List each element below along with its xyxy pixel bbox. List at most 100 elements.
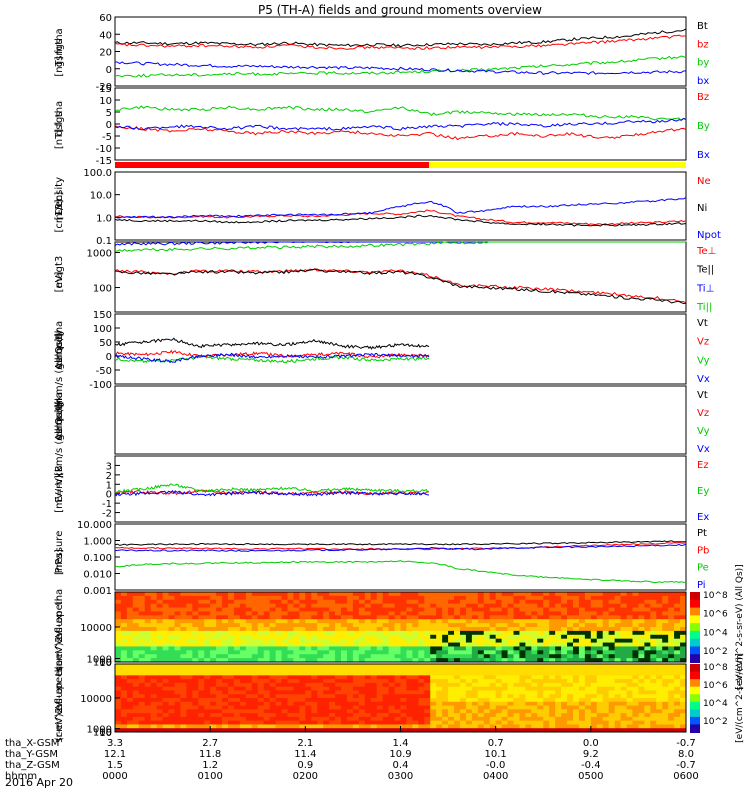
spectrogram-cell — [596, 716, 604, 722]
spectrogram-cell — [305, 664, 312, 669]
spectrogram-cell — [305, 595, 312, 601]
spectrogram-cell — [216, 599, 223, 605]
spectrogram-cell — [507, 690, 515, 695]
spectrogram-cell — [620, 607, 628, 612]
spectrogram-cell — [394, 619, 401, 624]
spectrogram-cell — [210, 595, 217, 601]
spectrogram-cell — [454, 705, 461, 710]
spectrogram-cell — [477, 592, 485, 597]
spectrogram-cell — [156, 623, 164, 628]
spectrogram-cell — [442, 679, 449, 684]
spectrogram-cell — [430, 716, 437, 722]
spectrogram-cell — [531, 638, 538, 644]
spectrogram-cell — [483, 664, 491, 669]
spectrogram-cell — [644, 654, 651, 659]
spectrogram-cell — [513, 679, 520, 684]
spectrogram-cell — [656, 698, 663, 703]
spectrogram-cell — [144, 630, 152, 636]
spectrogram-cell — [305, 615, 312, 620]
spectrogram-cell — [483, 698, 491, 703]
spectrogram-cell — [620, 709, 628, 714]
spectrogram-cell — [590, 650, 598, 655]
spectrogram-cell — [210, 716, 217, 722]
spectrogram-cell — [555, 701, 562, 707]
spectrogram-cell — [228, 701, 235, 707]
spectrogram-cell — [430, 642, 437, 647]
spectrogram-cell — [638, 728, 645, 733]
y-tick-label: 1000 — [87, 655, 112, 666]
spectrogram-cell — [257, 664, 265, 669]
spectrogram-cell — [602, 654, 610, 659]
spectrogram-cell — [454, 623, 461, 628]
spectrogram-cell — [614, 694, 622, 699]
spectrogram-cell — [656, 642, 663, 647]
spectrogram-cell — [281, 698, 288, 703]
spectrogram-cell — [590, 694, 598, 699]
spectrogram-cell — [614, 728, 622, 733]
spectrogram-cell — [120, 619, 128, 624]
y-tick-label: 5 — [106, 108, 112, 119]
spectrogram-cell — [602, 619, 610, 624]
y-tick-label: 50 — [99, 338, 112, 349]
spectrogram-cell — [406, 615, 413, 620]
spectrogram-cell — [525, 592, 532, 597]
spectrogram-cell — [311, 694, 318, 699]
spectrogram-cell — [644, 658, 651, 663]
colorbar-tick-label: 10^2 — [703, 647, 728, 657]
spectrogram-cell — [335, 709, 342, 714]
spectrogram-cell — [299, 701, 306, 707]
spectrogram-cell — [471, 709, 479, 714]
spectrogram-cell — [519, 646, 526, 651]
spectrogram-cell — [358, 709, 366, 714]
spectrogram-cell — [525, 603, 532, 609]
spectrogram-cell — [656, 664, 663, 669]
panel-ylabel-line: peer — [54, 666, 65, 690]
y-tick-label: 10 — [99, 658, 112, 669]
spectrogram-cell — [120, 638, 128, 644]
spectrogram-cell — [358, 720, 366, 725]
spectrogram-cell — [144, 701, 152, 707]
spectrogram-cell — [126, 701, 134, 707]
spectrogram-cell — [578, 682, 586, 688]
spectrogram-cell — [174, 709, 181, 714]
spectrogram-cell — [489, 630, 497, 636]
spectrogram-cell — [222, 611, 229, 616]
spectrogram-cell — [293, 634, 300, 640]
spectrogram-cell — [418, 658, 425, 663]
spectrogram-cell — [388, 709, 396, 714]
spectrogram-cell — [454, 675, 461, 680]
spectrogram-cell — [477, 642, 485, 647]
spectrogram-cell — [222, 615, 229, 620]
spectrogram-cell — [454, 603, 461, 609]
y-tick-label: 0.010 — [83, 570, 112, 581]
spectrogram-cell — [204, 595, 211, 601]
spectrogram-cell — [382, 716, 390, 722]
spectrogram-cell — [632, 654, 639, 659]
colorbar-segment — [690, 671, 700, 681]
spectrogram-cell — [281, 724, 288, 729]
spectrogram-cell — [584, 650, 592, 655]
spectrogram-cell — [454, 654, 461, 659]
spectrogram-cell — [626, 682, 633, 688]
spectrogram-cell — [519, 694, 526, 699]
spectrogram-cell — [638, 650, 645, 655]
spectrogram-cell — [364, 658, 372, 663]
spectrogram-cell — [668, 694, 675, 699]
spectrogram-cell — [525, 705, 532, 710]
spectrogram-cell — [216, 638, 223, 644]
spectrogram-cell — [228, 694, 235, 699]
spectrogram-cell — [567, 607, 574, 612]
spectrogram-cell — [418, 724, 425, 729]
spectrogram-cell — [608, 646, 616, 651]
panel-ylabel-line: velocity — [54, 329, 65, 368]
spectrogram-cell — [323, 654, 330, 659]
spectrogram-cell — [239, 728, 247, 733]
spectrogram-cell — [293, 664, 300, 669]
spectrogram-cell — [543, 675, 550, 680]
spectrogram-cell — [430, 630, 437, 636]
panel-frame — [114, 171, 687, 241]
spectrogram-cell — [424, 654, 431, 659]
spectrogram-cell — [216, 642, 223, 647]
spectrogram-cell — [483, 686, 491, 691]
spectrogram-cell — [150, 690, 158, 695]
